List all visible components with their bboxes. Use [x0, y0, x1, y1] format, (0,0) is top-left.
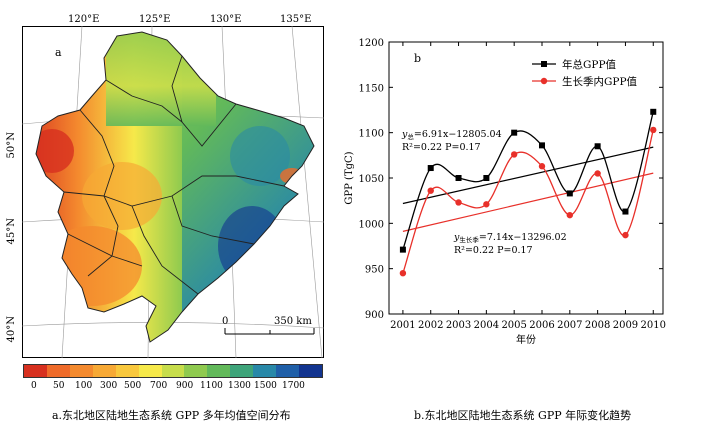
y-tick-label: 1000: [359, 219, 384, 230]
legend-swatch: [161, 365, 185, 377]
map-caption: a.东北地区陆地生态系统 GPP 多年均值空间分布: [52, 409, 291, 422]
stats-season: R²=0.22 P=0.17: [454, 245, 533, 256]
legend-marker: [541, 61, 547, 67]
x-tick-label: 2009: [613, 320, 638, 331]
map-panel-label: a: [55, 46, 62, 59]
data-point-total: [511, 129, 518, 136]
x-tick-label: 2001: [390, 320, 415, 331]
data-point-total: [538, 142, 545, 149]
lon-label-135: 135°E: [280, 14, 312, 25]
x-tick-label: 2010: [641, 320, 666, 331]
legend-swatch: [138, 365, 162, 377]
legend-swatch: [69, 365, 93, 377]
data-point-season: [538, 163, 546, 170]
x-tick-label: 2002: [418, 320, 443, 331]
lon-label-120: 120°E: [68, 14, 100, 25]
legend-swatch: [276, 365, 300, 377]
lon-label-125: 125°E: [139, 14, 171, 25]
legend-tick: 0: [31, 381, 37, 391]
scale-start-label: 0: [222, 316, 228, 327]
legend-swatch: [184, 365, 208, 377]
data-point-season: [399, 270, 407, 277]
data-point-total: [455, 175, 462, 181]
chart-caption: b.东北地区陆地生态系统 GPP 年际变化趋势: [414, 409, 632, 422]
data-point-total: [399, 246, 406, 253]
legend-tick: 1300: [228, 381, 251, 391]
y-tick-label: 900: [365, 310, 384, 321]
x-tick-label: 2004: [474, 320, 499, 331]
x-tick-label: 2008: [585, 320, 610, 331]
data-point-season: [483, 201, 490, 208]
series-line-2: [402, 129, 654, 274]
lon-label-130: 130°E: [210, 14, 242, 25]
data-point-total: [594, 143, 601, 150]
equation-season: y生长季=7.14x−13296.02: [453, 232, 567, 244]
x-axis-label: 年份: [516, 333, 536, 346]
x-tick-label: 2003: [446, 320, 471, 331]
scale-end-label: 350 km: [274, 316, 312, 327]
stats-total: R²=0.22 P=0.17: [402, 142, 481, 153]
legend-swatch: [92, 365, 116, 377]
legend-swatch: [230, 365, 254, 377]
lat-label-50-text: 50°N: [6, 132, 17, 159]
chart-panel-label: b: [414, 52, 421, 65]
x-tick-label: 2005: [501, 320, 526, 331]
legend-tick: 100: [75, 381, 93, 391]
data-point-total: [566, 190, 573, 197]
data-point-season: [622, 231, 629, 239]
map-legend: [23, 364, 323, 378]
legend-tick: 1500: [254, 381, 277, 391]
legend-swatch: [24, 365, 47, 377]
data-point-season: [594, 170, 601, 177]
lat-label-40-text: 40°N: [6, 316, 17, 343]
legend-swatch: [207, 365, 231, 377]
legend-marker: [540, 77, 548, 85]
legend-tick: 500: [124, 381, 142, 391]
legend-label: 年总GPP值: [562, 58, 617, 71]
data-point-total: [622, 208, 629, 215]
data-point-season: [650, 126, 657, 134]
legend-tick: 900: [176, 381, 194, 391]
data-point-total: [483, 175, 490, 181]
legend-tick: 50: [53, 381, 65, 391]
gpp-map: a 0 350 km: [22, 26, 324, 358]
y-tick-label: 1100: [359, 129, 384, 140]
legend-swatch: [115, 365, 139, 377]
data-point-season: [455, 199, 462, 206]
data-point-total: [427, 165, 434, 172]
legend-tick: 1700: [282, 381, 305, 391]
data-point-total: [650, 108, 657, 115]
legend-tick: 700: [150, 381, 168, 391]
legend-swatch: [299, 365, 322, 377]
legend-tick: 1100: [200, 381, 223, 391]
y-tick-label: 1200: [359, 38, 384, 49]
legend-tick: 300: [100, 381, 118, 391]
data-point-season: [566, 211, 574, 219]
data-point-season: [427, 187, 434, 194]
legend-swatch: [253, 365, 277, 377]
trend-line-1: [402, 146, 654, 205]
y-axis-label: GPP (TgC): [344, 151, 355, 204]
data-point-season: [510, 151, 518, 158]
equation-total: y总=6.91x−12805.04: [401, 129, 502, 141]
scale-bar: [224, 328, 315, 335]
legend-label: 生长季内GPP值: [562, 75, 638, 88]
x-tick-label: 2006: [529, 320, 554, 331]
x-tick-label: 2007: [557, 320, 582, 331]
y-tick-label: 1050: [359, 174, 384, 185]
lat-label-45-text: 45°N: [6, 218, 17, 245]
y-tick-label: 950: [365, 265, 384, 276]
series-line-1: [402, 111, 654, 250]
y-tick-label: 1150: [359, 83, 384, 94]
legend-swatch: [46, 365, 70, 377]
